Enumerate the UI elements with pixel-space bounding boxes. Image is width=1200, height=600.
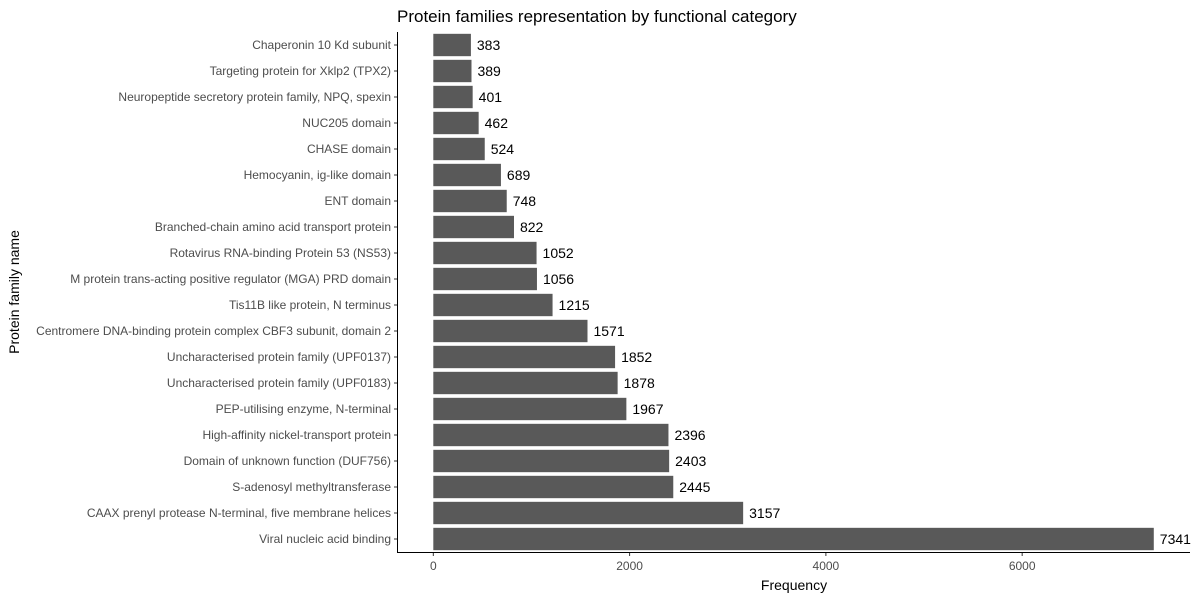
- value-label: 383: [477, 37, 501, 53]
- value-labels-group: 383 389 401 462 524 689 748 822 1052 1056 12151571…: [477, 37, 1191, 547]
- value-label: 2445: [679, 479, 710, 495]
- value-label: 2403: [675, 453, 706, 469]
- value-label: 462: [485, 115, 509, 131]
- bar: [433, 59, 472, 83]
- bar: [433, 267, 537, 291]
- bar: [433, 475, 674, 499]
- bar: [433, 527, 1154, 551]
- bars-group: [433, 33, 1154, 551]
- value-label: 3157: [749, 505, 780, 521]
- bar: [433, 33, 471, 57]
- value-label: 1967: [632, 401, 663, 417]
- bar: [433, 189, 507, 213]
- bar: [433, 371, 618, 395]
- value-label: 1052: [543, 245, 574, 261]
- bar: [433, 501, 744, 525]
- x-tick-label: 4000: [813, 559, 840, 573]
- value-label: 2396: [674, 427, 705, 443]
- bar: [433, 397, 627, 421]
- x-axis-title: Frequency: [761, 577, 827, 593]
- category-label: Hemocyanin, ig-like domain: [244, 168, 391, 182]
- y-axis-title: Protein family name: [6, 230, 22, 354]
- bar: [433, 345, 616, 369]
- bar: [433, 163, 501, 187]
- bar: [433, 241, 537, 265]
- value-label: 1852: [621, 349, 652, 365]
- category-label: Domain of unknown function (DUF756): [184, 454, 391, 468]
- bar: [433, 215, 514, 239]
- x-tick-label: 2000: [616, 559, 643, 573]
- category-label: Uncharacterised protein family (UPF0183): [167, 376, 391, 390]
- category-label: Rotavirus RNA-binding Protein 53 (NS53): [170, 246, 391, 260]
- bar: [433, 319, 588, 343]
- category-label: Centromere DNA-binding protein complex C…: [36, 324, 391, 338]
- category-label: CHASE domain: [307, 142, 391, 156]
- value-label: 7341: [1160, 531, 1191, 547]
- x-tick-label: 0: [430, 559, 437, 573]
- category-label: ENT domain: [325, 194, 391, 208]
- category-label: High-affinity nickel-transport protein: [202, 428, 391, 442]
- category-labels-group: Chaperonin 10 Kd subunit Targeting protei…: [36, 38, 397, 546]
- bar: [433, 85, 473, 109]
- value-label: 1571: [593, 323, 624, 339]
- category-label: Targeting protein for Xklp2 (TPX2): [210, 64, 391, 78]
- category-label: Tis11B like protein, N terminus: [229, 298, 391, 312]
- x-tick-label: 6000: [1009, 559, 1036, 573]
- value-label: 401: [479, 89, 503, 105]
- category-label: Chaperonin 10 Kd subunit: [252, 38, 391, 52]
- chart-title: Protein families representation by funct…: [397, 7, 797, 26]
- bar: [433, 293, 553, 317]
- bar: [433, 449, 670, 473]
- x-ticks-group: 0 2000 4000 6000: [430, 552, 1036, 573]
- category-label: Viral nucleic acid binding: [259, 532, 391, 546]
- value-label: 689: [507, 167, 531, 183]
- value-label: 822: [520, 219, 544, 235]
- category-label: Uncharacterised protein family (UPF0137): [167, 350, 391, 364]
- category-label: S-adenosyl methyltransferase: [232, 480, 391, 494]
- value-label: 748: [513, 193, 537, 209]
- value-label: 389: [477, 63, 501, 79]
- category-label: CAAX prenyl protease N-terminal, five me…: [87, 506, 391, 520]
- value-label: 1215: [559, 297, 590, 313]
- bar: [433, 423, 669, 447]
- bar: [433, 111, 479, 135]
- value-label: 1878: [624, 375, 655, 391]
- category-label: M protein trans-acting positive regulato…: [70, 272, 391, 286]
- category-label: NUC205 domain: [302, 116, 391, 130]
- value-label: 1056: [543, 271, 574, 287]
- bar: [433, 137, 485, 161]
- category-label: Neuropeptide secretory protein family, N…: [118, 90, 391, 104]
- value-label: 524: [491, 141, 515, 157]
- category-label: Branched-chain amino acid transport prot…: [155, 220, 391, 234]
- category-label: PEP-utilising enzyme, N-terminal: [216, 402, 391, 416]
